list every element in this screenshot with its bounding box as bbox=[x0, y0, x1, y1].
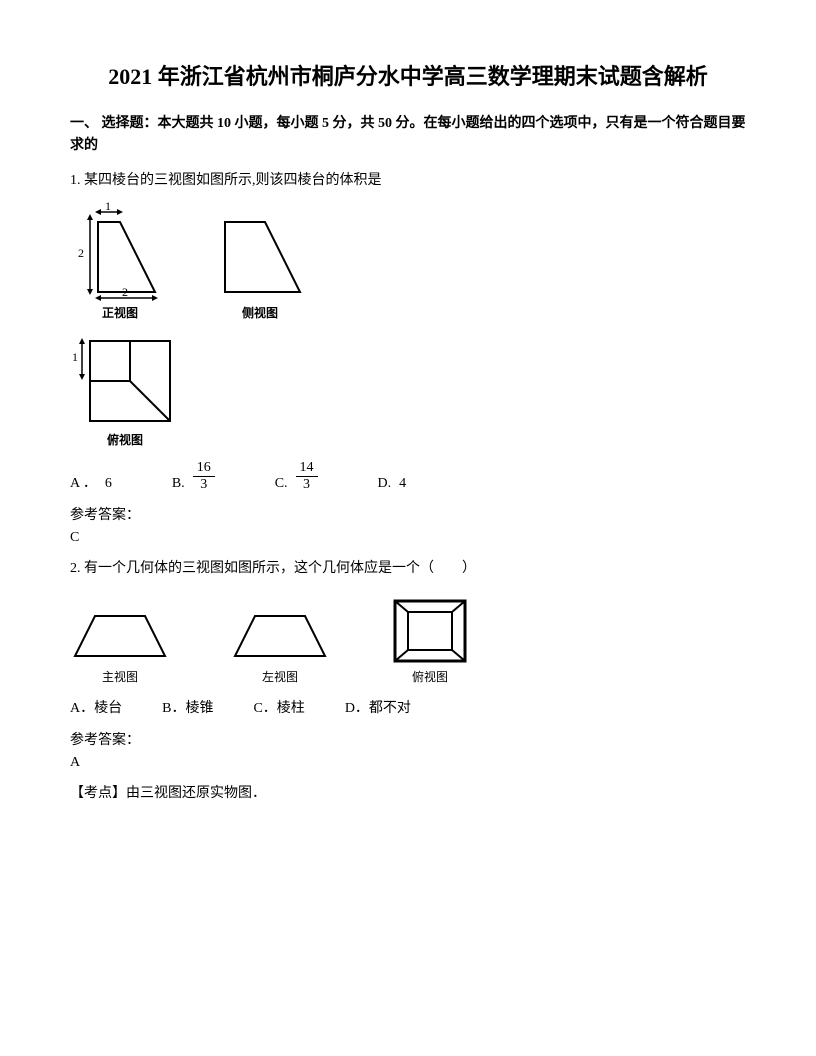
q2-front-view: 主视图 bbox=[70, 606, 170, 685]
q1-answer-label: 参考答案： bbox=[70, 504, 746, 524]
opt-d-value: 4 bbox=[399, 476, 406, 492]
section-1-title: 一、 选择题：本大题共 10 小题，每小题 5 分，共 50 分。在每小题给出的… bbox=[70, 113, 746, 158]
q2-options: A．棱台 B．棱锥 C．棱柱 D．都不对 bbox=[70, 697, 746, 717]
opt-c-frac: 14 3 bbox=[296, 460, 318, 492]
question-1-text: 1. 某四棱台的三视图如图所示,则该四棱台的体积是 bbox=[70, 170, 746, 192]
side-view-svg bbox=[210, 202, 310, 302]
q2-front-svg bbox=[70, 606, 170, 666]
opt-c-den: 3 bbox=[299, 477, 314, 492]
q1-options: A ． 6 B. 16 3 C. 14 3 D. 4 bbox=[70, 460, 746, 492]
q2-answer: A bbox=[70, 755, 746, 771]
opt-c-num: 14 bbox=[296, 460, 318, 476]
q1-option-a: A ． 6 bbox=[70, 472, 112, 492]
q2-note: 【考点】由三视图还原实物图． bbox=[70, 783, 746, 805]
opt-b-frac: 16 3 bbox=[193, 460, 215, 492]
opt-b-letter: B. bbox=[172, 476, 185, 492]
dim-base: 2 bbox=[122, 285, 128, 299]
q2-option-a: A．棱台 bbox=[70, 697, 122, 717]
q1-option-b: B. 16 3 bbox=[172, 460, 215, 492]
q2-side-svg bbox=[230, 606, 330, 666]
opt-c-letter: C. bbox=[275, 476, 288, 492]
q2-front-label: 主视图 bbox=[102, 668, 138, 685]
q1-option-c: C. 14 3 bbox=[275, 460, 318, 492]
dim-height: 2 bbox=[78, 246, 84, 260]
q2-side-view: 左视图 bbox=[230, 606, 330, 685]
q1-top-label: 俯视图 bbox=[107, 431, 143, 448]
q2-figures: 主视图 左视图 俯视图 bbox=[70, 596, 746, 685]
q2-answer-label: 参考答案： bbox=[70, 729, 746, 749]
page-title: 2021 年浙江省杭州市桐庐分水中学高三数学理期末试题含解析 bbox=[70, 60, 746, 93]
q1-front-label: 正视图 bbox=[102, 304, 138, 321]
q2-option-d: D．都不对 bbox=[345, 697, 411, 717]
q2-option-b: B．棱锥 bbox=[162, 697, 213, 717]
q2-top-svg bbox=[390, 596, 470, 666]
opt-b-num: 16 bbox=[193, 460, 215, 476]
opt-a-value: 6 bbox=[105, 476, 112, 492]
q1-side-view: 侧视图 bbox=[210, 202, 310, 321]
q2-top-label: 俯视图 bbox=[412, 668, 448, 685]
top-view-svg: 1 bbox=[70, 329, 180, 429]
q1-answer: C bbox=[70, 530, 746, 546]
opt-d-letter: D. bbox=[378, 476, 392, 492]
dim-top-depth: 1 bbox=[72, 350, 78, 364]
question-2-text: 2. 有一个几何体的三视图如图所示，这个几何体应是一个（ ） bbox=[70, 558, 746, 580]
q2-option-c: C．棱柱 bbox=[253, 697, 304, 717]
dim-top: 1 bbox=[105, 202, 111, 213]
q1-option-d: D. 4 bbox=[378, 476, 407, 492]
opt-a-letter: A ． bbox=[70, 472, 97, 492]
q1-figures-row2: 1 俯视图 bbox=[70, 329, 746, 448]
q1-figures-row1: 2 1 2 正视图 侧视图 bbox=[70, 202, 746, 321]
q2-side-label: 左视图 bbox=[262, 668, 298, 685]
q2-top-view: 俯视图 bbox=[390, 596, 470, 685]
q1-front-view: 2 1 2 正视图 bbox=[70, 202, 170, 321]
q1-top-view: 1 俯视图 bbox=[70, 329, 180, 448]
q1-side-label: 侧视图 bbox=[242, 304, 278, 321]
opt-b-den: 3 bbox=[196, 477, 211, 492]
front-view-svg: 2 1 2 bbox=[70, 202, 170, 302]
